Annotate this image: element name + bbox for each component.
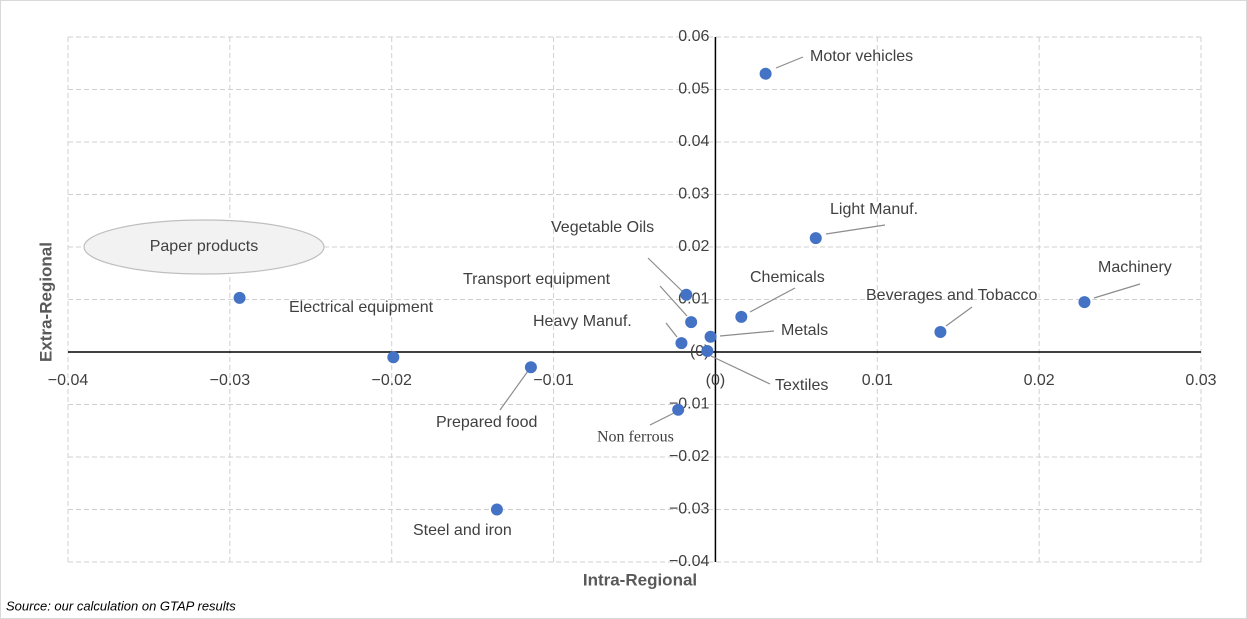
x-tick-label: −0.04 bbox=[48, 372, 89, 389]
point bbox=[1078, 296, 1091, 309]
point bbox=[934, 326, 947, 339]
point-label: Vegetable Oils bbox=[551, 219, 654, 236]
point-label: Beverages and Tobacco bbox=[866, 287, 1037, 304]
point-label: Motor vehicles bbox=[810, 48, 913, 65]
point bbox=[704, 330, 717, 343]
y-tick-label: −0.03 bbox=[669, 501, 710, 518]
x-tick-label: −0.03 bbox=[210, 372, 251, 389]
point bbox=[685, 316, 698, 329]
y-tick-label: 0.04 bbox=[678, 133, 709, 150]
leader-line bbox=[710, 355, 771, 385]
point-label: Machinery bbox=[1098, 259, 1172, 276]
y-axis-title: Extra-Regional bbox=[36, 242, 55, 362]
point-label: Heavy Manuf. bbox=[533, 313, 632, 330]
point bbox=[735, 310, 748, 323]
y-tick-label: −0.04 bbox=[669, 553, 710, 570]
leader-line bbox=[649, 412, 675, 426]
highlight-ellipse bbox=[83, 219, 325, 275]
point bbox=[680, 288, 693, 301]
point bbox=[809, 232, 822, 245]
point bbox=[675, 337, 688, 350]
point-label: Electrical equipment bbox=[289, 299, 434, 316]
point-label: Non ferrous bbox=[597, 429, 674, 446]
point bbox=[233, 291, 246, 304]
leader-line bbox=[647, 257, 683, 292]
leader-line bbox=[749, 287, 796, 313]
x-tick-label: 0.03 bbox=[1185, 372, 1216, 389]
leader-line bbox=[825, 224, 886, 235]
point-label: Light Manuf. bbox=[830, 201, 918, 218]
leader-line bbox=[945, 306, 973, 327]
x-tick-label: 0.02 bbox=[1024, 372, 1055, 389]
leader-line bbox=[659, 285, 688, 317]
leader-line bbox=[775, 56, 804, 69]
leader-line bbox=[499, 370, 529, 411]
x-axis-title: Intra-Regional bbox=[583, 570, 697, 589]
point bbox=[672, 403, 685, 416]
point-label: Chemicals bbox=[750, 269, 825, 286]
x-tick-label: −0.02 bbox=[371, 372, 412, 389]
y-tick-label: −0.02 bbox=[669, 448, 710, 465]
point bbox=[701, 344, 714, 357]
leader-line bbox=[1093, 283, 1141, 299]
point bbox=[387, 351, 400, 364]
point bbox=[490, 503, 503, 516]
point bbox=[759, 67, 772, 80]
source-note: Source: our calculation on GTAP results bbox=[6, 598, 236, 613]
y-tick-label: 0.02 bbox=[678, 238, 709, 255]
point-label: Paper products bbox=[150, 238, 259, 255]
point bbox=[524, 361, 537, 374]
x-tick-label: (0) bbox=[706, 372, 726, 389]
point-label: Textiles bbox=[775, 377, 828, 394]
point-label: Transport equipment bbox=[463, 271, 611, 288]
x-tick-label: −0.01 bbox=[533, 372, 574, 389]
leader-line bbox=[665, 322, 678, 338]
point-label: Prepared food bbox=[436, 414, 537, 431]
y-tick-label: 0.05 bbox=[678, 81, 709, 98]
y-tick-label: 0.03 bbox=[678, 186, 709, 203]
point-label: Metals bbox=[781, 322, 828, 339]
y-tick-label: 0.06 bbox=[678, 28, 709, 45]
leader-line bbox=[719, 330, 775, 337]
x-tick-label: 0.01 bbox=[862, 372, 893, 389]
point-label: Steel and iron bbox=[413, 522, 512, 539]
